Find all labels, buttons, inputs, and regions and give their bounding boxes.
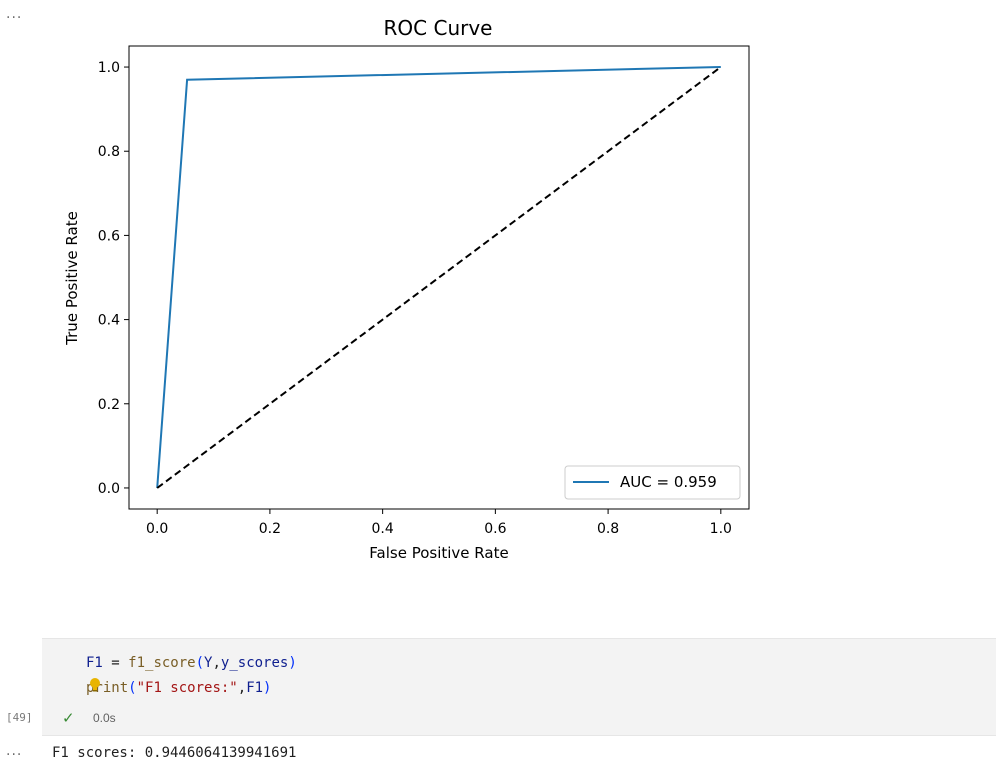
code-token: y_scores (220, 655, 289, 671)
y-axis-label: True Positive Rate (63, 211, 81, 346)
code-line-1[interactable]: F1 = f1_score(Y,y_scores) (86, 655, 297, 671)
output-collapse-ellipsis-bottom[interactable]: ... (6, 743, 23, 759)
code-token: , (237, 680, 247, 696)
code-cell[interactable] (42, 638, 996, 736)
chance-diagonal-line (156, 66, 722, 489)
y-tick-label: 0.2 (98, 397, 120, 413)
y-tick-label: 0.4 (98, 313, 120, 329)
code-token: F1 (246, 680, 264, 696)
plot-frame (128, 45, 750, 510)
y-tick-label: 1.0 (98, 60, 120, 76)
code-token: ( (128, 680, 137, 696)
x-axis-label: False Positive Rate (369, 544, 508, 562)
legend-box (564, 465, 741, 500)
x-tick-label: 0.4 (372, 521, 394, 537)
code-token: F1 (86, 655, 103, 671)
code-token: = (102, 655, 129, 671)
code-token: "F1 scores:" (136, 680, 238, 696)
code-token: ) (263, 680, 272, 696)
y-tick-label: 0.8 (98, 144, 120, 160)
execution-time: 0.0s (93, 711, 116, 725)
output-collapse-ellipsis-top[interactable]: ... (6, 6, 23, 22)
code-token: ) (288, 655, 297, 671)
execution-count: [49] (6, 711, 33, 724)
x-tick-label: 1.0 (710, 521, 732, 537)
x-tick-label: 0.2 (259, 521, 281, 537)
y-tick-label: 0.0 (98, 481, 120, 497)
code-token: , (212, 655, 221, 671)
x-tick-label: 0.8 (597, 521, 619, 537)
check-icon: ✓ (62, 709, 75, 727)
x-tick-label: 0.0 (146, 521, 168, 537)
code-token: f1_score (128, 655, 196, 671)
code-token: ( (195, 655, 205, 671)
chart-title: ROC Curve (384, 16, 493, 40)
y-tick-label: 0.6 (98, 228, 120, 244)
legend-label: AUC = 0.959 (620, 473, 717, 491)
roc-series-line (156, 66, 721, 489)
x-tick-label: 0.6 (484, 521, 506, 537)
roc-chart: ROC Curve False Positive Rate True Posit… (63, 16, 750, 562)
code-token: Y (204, 655, 213, 671)
code-line-2[interactable]: print("F1 scores:",F1) (86, 680, 271, 696)
lightbulb-icon[interactable] (89, 677, 101, 692)
output-text: F1 scores: 0.9446064139941691 (52, 745, 297, 761)
